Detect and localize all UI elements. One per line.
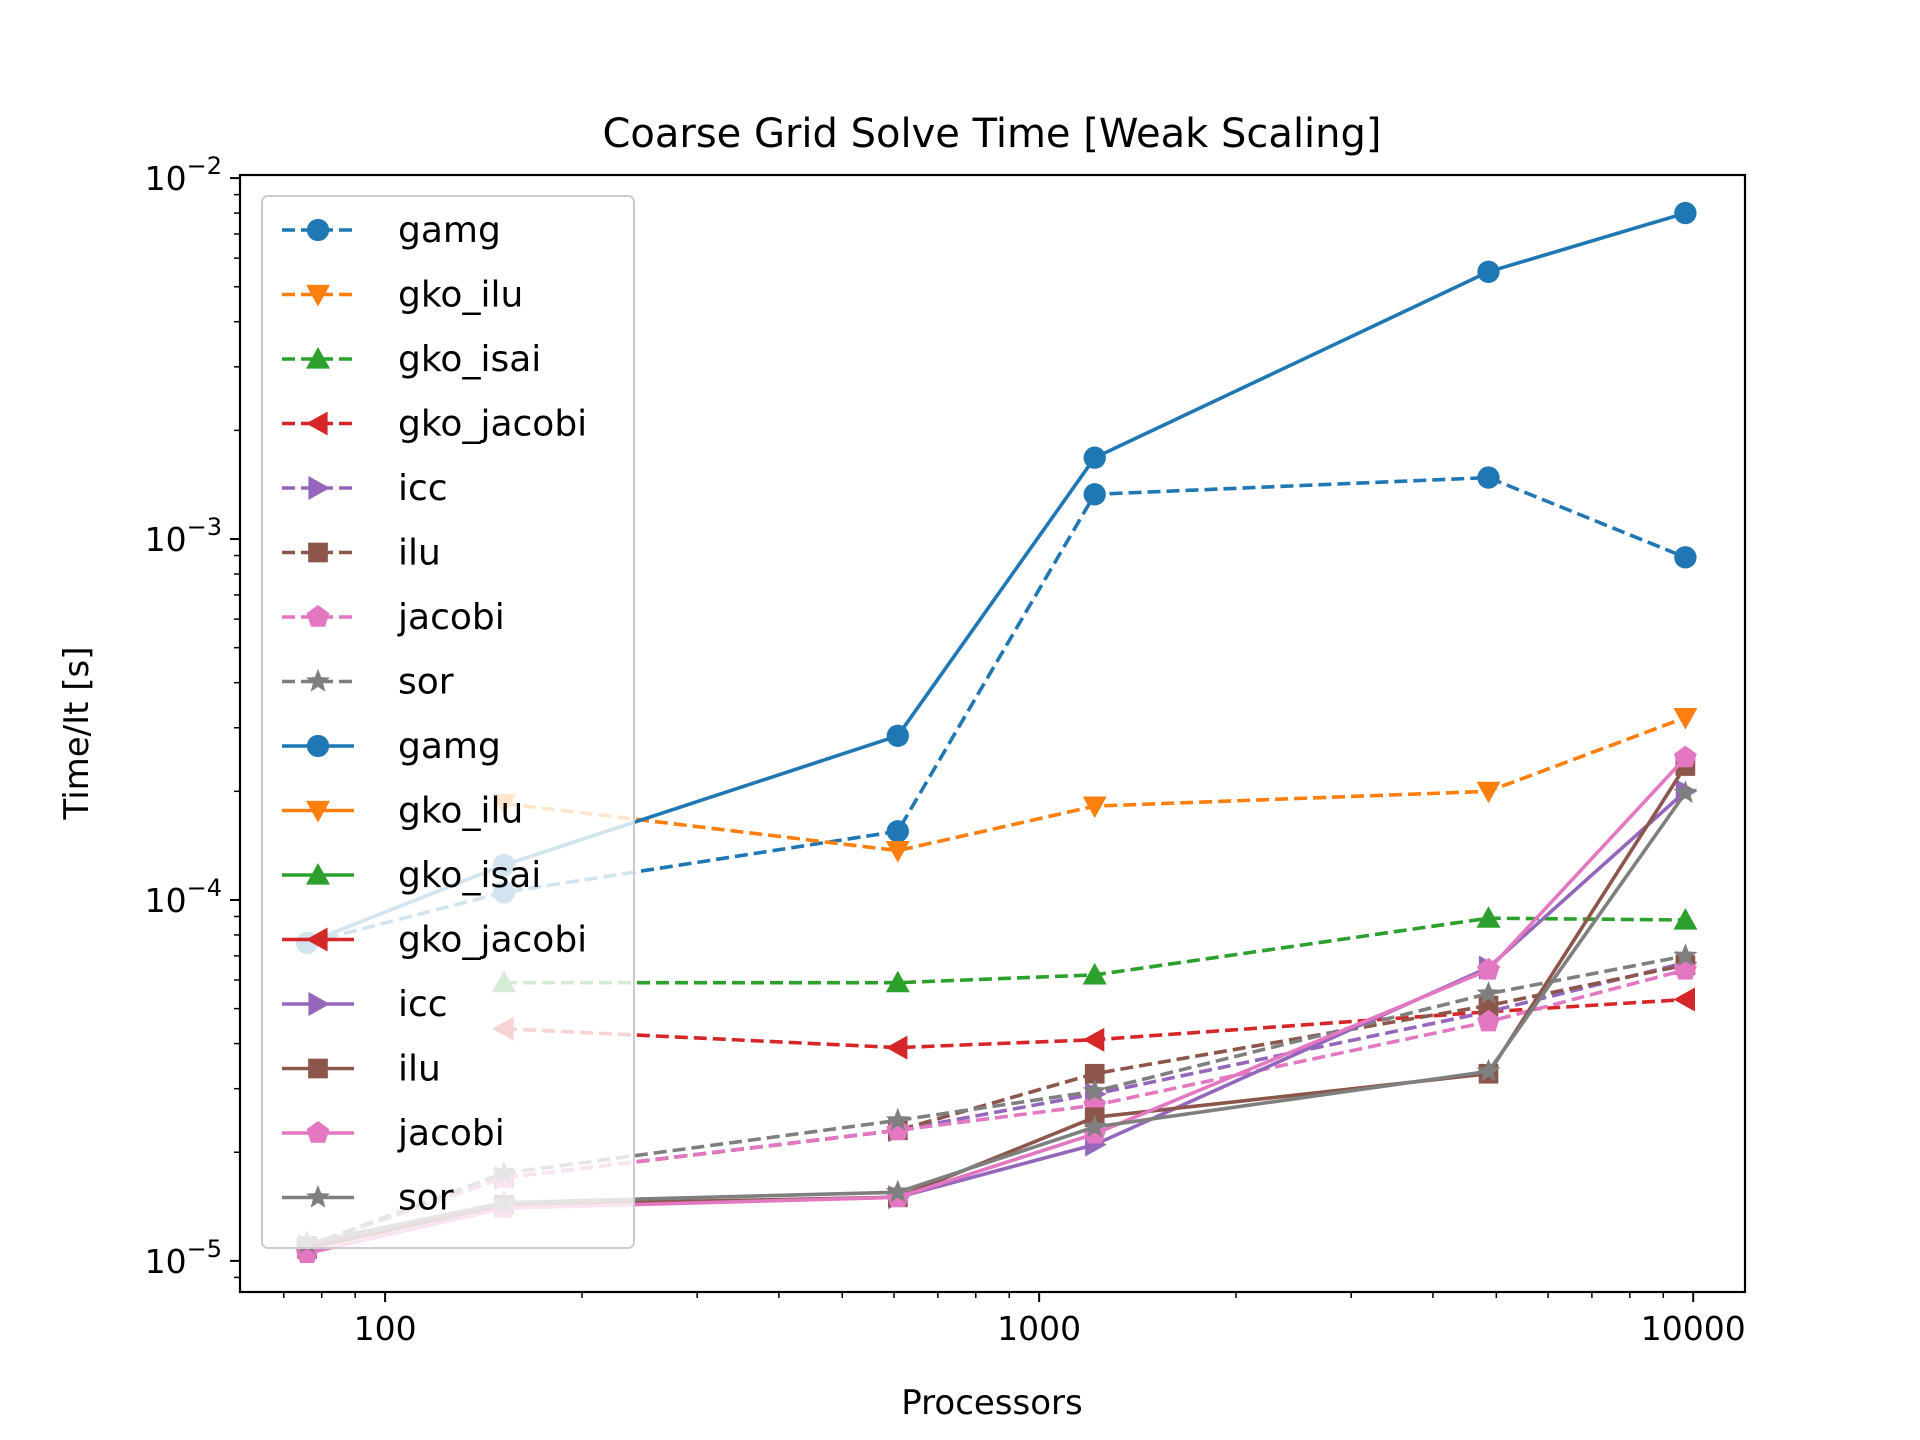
legend-label: gko_isai [398, 855, 541, 896]
legend-marker-icc [308, 476, 330, 500]
y-tick-label: 10−2 [145, 152, 222, 198]
data-point-gko_jacobi [1082, 1027, 1105, 1052]
legend-label: gko_isai [398, 339, 541, 380]
legend-label: sor [398, 662, 454, 703]
legend-item-sor: sor [282, 1178, 454, 1219]
data-point-gamg [886, 820, 909, 843]
axis-ticks: 100 1000 10000 10−5 10−4 10−3 10−2 [145, 152, 1746, 1348]
legend-item-icc: icc [282, 468, 448, 509]
y-tick-label: 10−3 [145, 513, 222, 559]
data-point-gamg [1083, 483, 1106, 506]
data-point-gko_jacobi [885, 1035, 908, 1060]
data-point-gko_isai [1476, 906, 1501, 928]
legend-label: icc [398, 468, 448, 509]
legend: gamggko_ilugko_isaigko_jacobiiccilujacob… [261, 195, 635, 1249]
series-gko_isai-dashed [492, 906, 1698, 993]
data-point-jacobi [886, 1118, 910, 1140]
legend-item-sor: sor [282, 662, 454, 703]
legend-item-gko_ilu: gko_ilu [282, 791, 523, 832]
legend-item-gko_jacobi: gko_jacobi [282, 404, 587, 445]
legend-marker-gko_jacobi [306, 927, 328, 952]
legend-label: gamg [398, 210, 501, 251]
data-point-sor [1673, 780, 1698, 804]
legend-label: gko_jacobi [398, 404, 587, 445]
x-axis-label: Processors [901, 1383, 1082, 1423]
legend-label: icc [398, 984, 448, 1025]
legend-label: gko_ilu [398, 791, 523, 832]
legend-marker-icc [308, 992, 330, 1016]
data-point-gamg [1674, 546, 1697, 569]
legend-label: ilu [398, 533, 441, 574]
data-point-gko_ilu [1082, 796, 1107, 819]
legend-label: gko_jacobi [398, 920, 587, 961]
y-tick-label: 10−4 [145, 874, 222, 920]
data-point-gko_isai [885, 970, 910, 993]
data-point-gamg [1674, 201, 1697, 225]
legend-box [261, 195, 635, 1249]
legend-marker-jacobi [306, 605, 330, 627]
legend-marker-gamg [306, 734, 330, 758]
data-point-gamg [886, 724, 909, 747]
legend-item-gamg: gamg [282, 210, 501, 251]
legend-marker-sor [306, 668, 330, 692]
legend-marker-ilu [308, 1058, 328, 1079]
data-point-gamg [1477, 260, 1500, 283]
legend-marker-sor [306, 1184, 330, 1208]
legend-item-gko_isai: gko_isai [282, 339, 541, 380]
data-point-sor [1476, 1058, 1501, 1082]
legend-item-ilu: ilu [282, 1049, 441, 1090]
axes-frame [238, 173, 1747, 1294]
x-tick-label: 100 [354, 1309, 417, 1348]
legend-marker-jacobi [306, 1121, 330, 1143]
legend-marker-gko_jacobi [306, 411, 328, 436]
data-point-gko_ilu [885, 841, 910, 863]
data-point-gko_isai [1673, 908, 1698, 930]
data-point-sor [1476, 981, 1501, 1004]
legend-marker-ilu [308, 542, 328, 563]
legend-item-icc: icc [282, 984, 448, 1025]
data-point-gko_isai [1082, 962, 1107, 985]
legend-item-gko_ilu: gko_ilu [282, 275, 523, 316]
data-point-gamg [1477, 466, 1500, 489]
legend-marker-gamg [306, 218, 330, 242]
legend-marker-gko_ilu [306, 800, 330, 823]
legend-item-ilu: ilu [282, 533, 441, 574]
data-point-gko_jacobi [1673, 987, 1695, 1012]
legend-label: sor [398, 1178, 454, 1219]
y-axis-label: Time/It [s] [57, 646, 97, 820]
legend-marker-gko_ilu [306, 284, 330, 307]
legend-item-jacobi: jacobi [282, 597, 505, 638]
legend-marker-gko_isai [306, 347, 330, 369]
y-tick-label: 10−5 [145, 1235, 222, 1281]
x-tick-label: 1000 [997, 1309, 1081, 1348]
legend-item-gamg: gamg [282, 726, 501, 767]
x-tick-label: 10000 [1641, 1309, 1746, 1348]
legend-item-gko_jacobi: gko_jacobi [282, 920, 587, 961]
data-point-ilu [1084, 1063, 1105, 1084]
legend-label: gamg [398, 726, 501, 767]
data-point-sor [1082, 1114, 1107, 1138]
legend-item-gko_isai: gko_isai [282, 855, 541, 896]
legend-marker-gko_isai [306, 863, 330, 885]
data-point-sor [885, 1179, 910, 1203]
data-point-sor [1673, 943, 1698, 967]
chart-title: Coarse Grid Solve Time [Weak Scaling] [602, 111, 1381, 157]
data-point-gko_ilu [1476, 781, 1501, 804]
legend-label: jacobi [397, 1113, 505, 1154]
data-point-gamg [1083, 446, 1106, 469]
data-point-gko_ilu [1673, 708, 1698, 730]
legend-label: ilu [398, 1049, 441, 1090]
data-point-jacobi [1477, 1009, 1500, 1032]
legend-label: jacobi [397, 597, 505, 638]
legend-label: gko_ilu [398, 275, 523, 316]
legend-item-jacobi: jacobi [282, 1113, 505, 1154]
data-point-jacobi [1674, 745, 1697, 768]
data-point-sor [1082, 1078, 1107, 1102]
data-point-sor [885, 1107, 910, 1131]
data-point-jacobi [1477, 957, 1500, 980]
